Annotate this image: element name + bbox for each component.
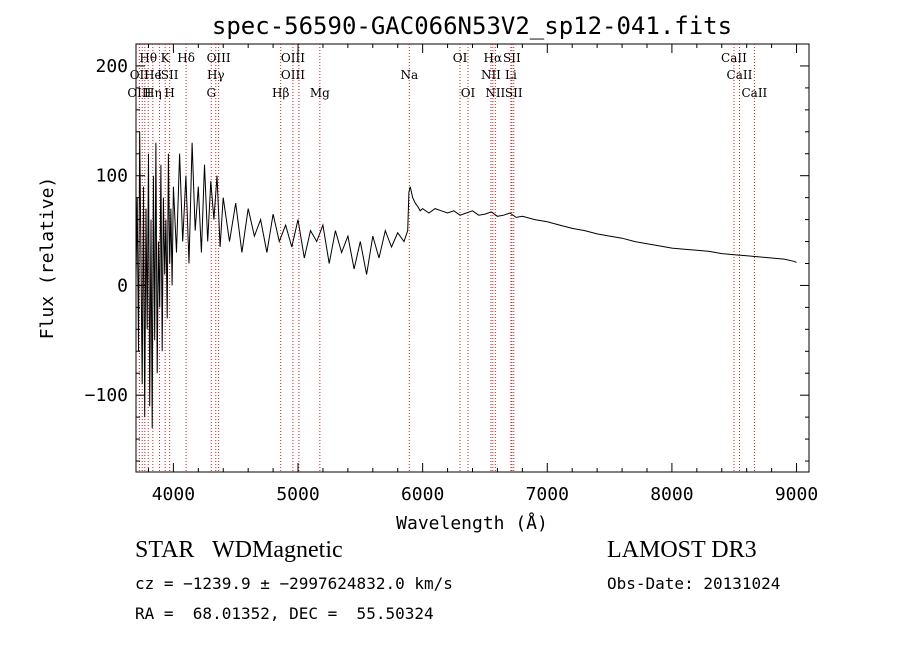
- x-tick-label: 6000: [401, 484, 444, 505]
- x-tick-label: 8000: [650, 484, 693, 505]
- spectral-line-label: OIII: [281, 51, 305, 65]
- spectral-line-label: CaII: [741, 86, 767, 100]
- spectral-line-label: Li: [505, 68, 517, 82]
- spectral-line-label: NII: [481, 68, 501, 82]
- spectral-line-label: OI: [461, 86, 476, 100]
- spectral-line-label: SII: [505, 86, 523, 100]
- spectral-line-label: OIII: [127, 86, 151, 100]
- spectral-line-label: Mg: [310, 86, 330, 100]
- spectral-line-label: SII: [503, 51, 521, 65]
- spectral-line-label: Hη: [144, 86, 162, 100]
- spectral-line-label: OIII: [281, 68, 305, 82]
- ra-dec: RA = 68.01352, DEC = 55.50324: [135, 604, 434, 623]
- x-tick-label: 5000: [276, 484, 319, 505]
- spectral-line-label: G: [206, 86, 216, 100]
- spectral-line-markers: [138, 44, 755, 472]
- spectral-line-label: OIII: [207, 51, 231, 65]
- spectral-line-label: OII: [130, 68, 150, 82]
- class-label: STAR: [135, 537, 195, 563]
- spectral-line-label: CaII: [721, 51, 747, 65]
- spectral-line-label: Hθ: [139, 51, 157, 65]
- y-tick-label: 200: [95, 56, 128, 77]
- y-tick-label: 100: [95, 166, 128, 187]
- x-tick-label: 9000: [775, 484, 818, 505]
- redshift-line: cz = −1239.9 ± −2997624832.0 km/s: [135, 574, 453, 593]
- spectral-line-label: CaII: [727, 68, 753, 82]
- plot-frame: [135, 43, 810, 473]
- y-tick-label: −100: [85, 385, 128, 406]
- subclass-label: WDMagnetic: [212, 537, 343, 563]
- y-axis-label: Flux (relative): [37, 177, 58, 340]
- spectral-line-label: Hα: [484, 51, 503, 65]
- spectral-line-label: SII: [161, 68, 179, 82]
- survey-label: LAMOST DR3: [607, 537, 757, 563]
- spectral-line-label: H: [164, 86, 174, 100]
- spectral-line-label: Hγ: [207, 68, 225, 82]
- spectral-line-label: Na: [400, 68, 418, 82]
- y-tick-label: 0: [117, 275, 128, 296]
- spectral-line-label: Hδ: [177, 51, 195, 65]
- spectral-line-label: K: [161, 51, 171, 65]
- x-tick-label: 4000: [152, 484, 195, 505]
- spectral-line-label: OI: [453, 51, 468, 65]
- obs-date: Obs-Date: 20131024: [607, 574, 781, 593]
- spectral-line-label: I: [157, 68, 162, 82]
- object-classification: STAR WDMagnetic: [135, 537, 343, 564]
- spectral-line-label: NII: [485, 86, 505, 100]
- spectral-line-label: Hβ: [272, 86, 289, 100]
- flux-spectrum-line: [135, 131, 797, 429]
- chart-title: spec-56590-GAC066N53V2_sp12-041.fits: [212, 12, 732, 40]
- x-axis-label: Wavelength (Å): [396, 512, 548, 534]
- spectral-line-label: He: [144, 68, 162, 82]
- axis-ticks: 4000 5000 6000 7000 8000 9000 −100 0 100 200: [85, 43, 818, 505]
- x-tick-label: 7000: [526, 484, 569, 505]
